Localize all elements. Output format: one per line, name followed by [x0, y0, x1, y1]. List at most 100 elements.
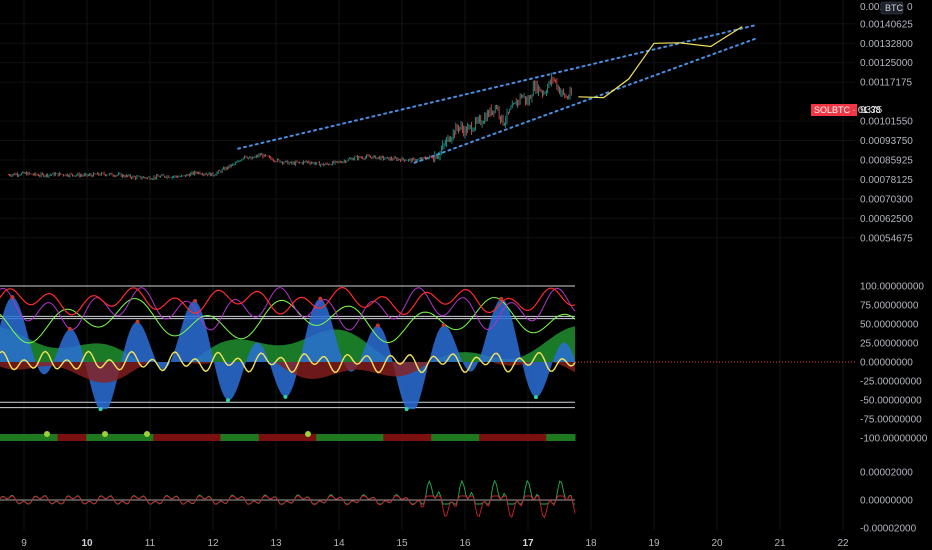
price-tick-label: 0.00101550: [860, 117, 913, 128]
oscillator-dot: [375, 323, 380, 328]
signal-segment: [546, 434, 557, 441]
signal-segment: [210, 434, 221, 441]
signal-segment: [268, 434, 279, 441]
signal-segment: [460, 434, 471, 441]
signal-segment: [335, 434, 346, 441]
signal-segment: [479, 434, 490, 441]
price-tick-label: 0.00125000: [860, 58, 913, 69]
channel-upper-line: [237, 24, 756, 150]
date-tick-label: 14: [333, 538, 345, 549]
time-scale[interactable]: 9 10 11 12 13 14 15 16 17 18 19 20 21 22: [21, 538, 849, 549]
signal-segment: [201, 434, 212, 441]
price-tick-label: 0.00062500: [860, 214, 913, 225]
signal-segment: [450, 434, 461, 441]
momentum-tick-label: 0.00002000: [860, 468, 913, 479]
price-pane[interactable]: [7, 24, 759, 181]
date-tick-label: 20: [711, 538, 723, 549]
oscillator-dot: [404, 407, 409, 412]
signal-segment: [153, 434, 164, 441]
signal-segment: [239, 434, 250, 441]
red-line: [0, 286, 576, 316]
signal-segment: [172, 434, 183, 441]
signal-segment: [134, 434, 145, 441]
signal-segment: [28, 434, 39, 441]
signal-segment: [86, 434, 97, 441]
signal-segment: [488, 434, 499, 441]
signal-segment: [431, 434, 442, 441]
signal-segment: [421, 434, 432, 441]
lime-line: [0, 297, 576, 344]
date-tick-label: 11: [145, 538, 156, 549]
price-tick-label: 0.00093750: [860, 136, 913, 147]
date-tick-label: 9: [21, 538, 27, 549]
signal-dot: [144, 431, 150, 437]
price-tick-label: 0.00140625: [860, 19, 913, 30]
signal-segment: [373, 434, 384, 441]
signal-dot: [102, 431, 108, 437]
signal-segment: [325, 434, 336, 441]
oscillator-dot: [318, 296, 323, 301]
oscillator-dot: [67, 326, 72, 331]
signal-segment: [392, 434, 403, 441]
price-scale[interactable]: 0.001 BTC 0 0.00140625 0.00132800 0.001250…: [860, 1, 928, 535]
price-candles: [7, 72, 572, 181]
signal-segment: [297, 434, 308, 441]
oscillator-series: [0, 286, 576, 410]
oscillator-dot: [499, 296, 504, 301]
signal-segment: [565, 434, 576, 441]
signal-segment: [95, 434, 106, 441]
signal-segment: [383, 434, 394, 441]
signal-segment: [469, 434, 480, 441]
signal-segment: [143, 434, 154, 441]
signal-dot: [44, 431, 50, 437]
price-tick-top-suffix: 0: [907, 2, 913, 13]
signal-segment: [507, 434, 518, 441]
oscillator-tick-label: -50.00000000: [860, 396, 922, 407]
signal-segment: [345, 434, 356, 441]
signal-segment: [306, 434, 317, 441]
momentum-red-line: [0, 495, 576, 519]
signal-segment: [517, 434, 528, 441]
signal-segment: [354, 434, 365, 441]
price-tick-label: 0.00070300: [860, 194, 913, 205]
signal-segment: [287, 434, 298, 441]
oscillator-dot: [283, 394, 288, 399]
symbol-badge-text: SOLBTC · 01:38: [814, 105, 881, 115]
symbol-badge-background: [811, 104, 857, 116]
oscillator-dot: [441, 323, 446, 328]
oscillator-dot: [225, 398, 230, 403]
momentum-tick-label: -0.00002000: [860, 524, 917, 535]
date-tick-label: 16: [459, 538, 471, 549]
signal-segment: [124, 434, 135, 441]
oscillator-pane[interactable]: [0, 285, 855, 441]
price-tick-label: 0.00078125: [860, 175, 913, 186]
oscillator-tick-label: 75.00000000: [860, 301, 919, 312]
yellow-line: [0, 350, 576, 374]
signal-segment: [402, 434, 413, 441]
price-tick-label: 0.00085925: [860, 155, 913, 166]
signal-strip: [0, 431, 576, 441]
price-tick-label: 0.00117175: [860, 78, 913, 89]
date-tick-label: 12: [207, 538, 219, 549]
signal-segment: [57, 434, 68, 441]
oscillator-tick-label: 50.00000000: [860, 320, 919, 331]
oscillator-tick-label: -100.00000000: [860, 434, 928, 445]
channel-lower-line: [413, 36, 759, 164]
unit-label: BTC: [885, 3, 904, 13]
signal-segment: [536, 434, 547, 441]
signal-segment: [67, 434, 78, 441]
oscillator-tick-label: 25.00000000: [860, 339, 919, 350]
trend-channel: [237, 24, 759, 164]
momentum-tick-label: 0.00000000: [860, 496, 913, 507]
date-tick-label: 15: [396, 538, 408, 549]
oscillator-dots: [10, 295, 538, 412]
blue-area: [0, 297, 575, 410]
date-tick-label: 13: [270, 538, 282, 549]
oscillator-dot: [98, 407, 103, 412]
symbol-price-badge[interactable]: SOLBTC · 01:38 9375: [811, 104, 883, 116]
date-tick-label: 21: [774, 538, 786, 549]
momentum-pane[interactable]: [0, 479, 576, 519]
signal-segment: [555, 434, 566, 441]
signal-segment: [115, 434, 126, 441]
